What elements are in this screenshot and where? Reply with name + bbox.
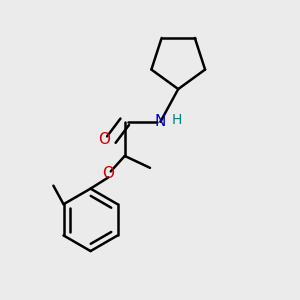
Text: H: H bbox=[172, 113, 182, 127]
Text: O: O bbox=[102, 166, 114, 181]
Text: O: O bbox=[98, 132, 110, 147]
Text: N: N bbox=[155, 114, 166, 129]
